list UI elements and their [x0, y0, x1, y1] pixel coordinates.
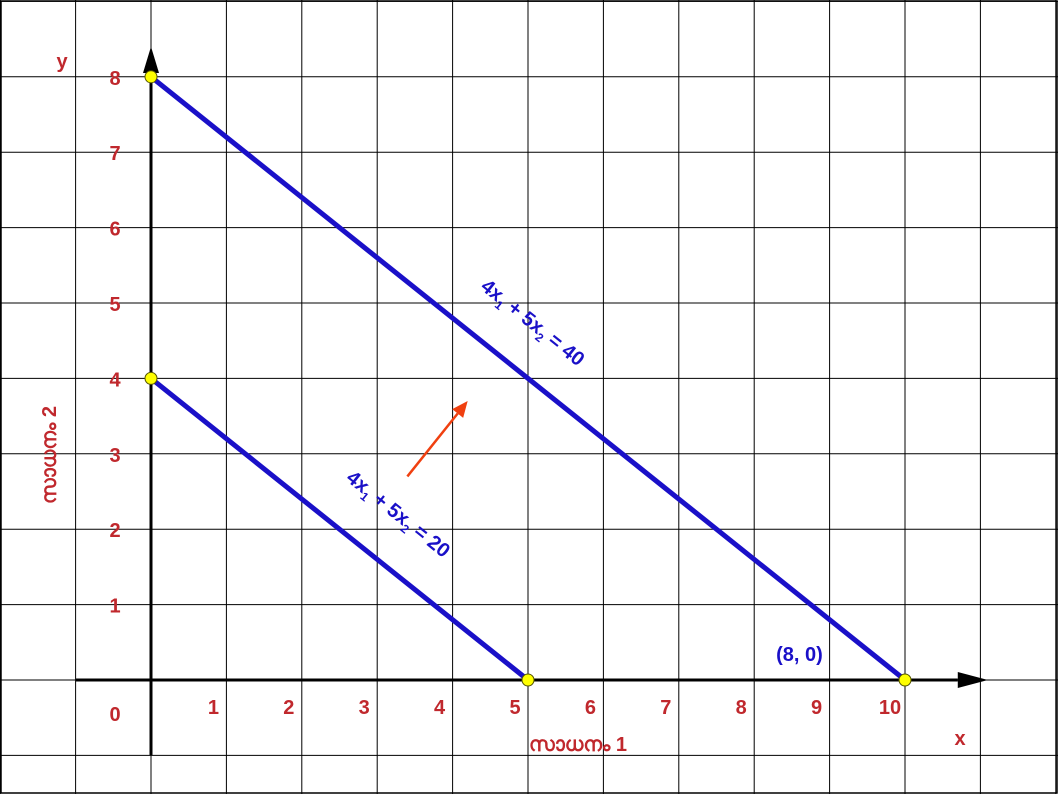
- intercept-point-3: [898, 673, 912, 687]
- y-tick-label: 7: [109, 143, 120, 165]
- shift-arrow-shaft: [406, 412, 459, 478]
- y-axis-title: സാധനം 2: [39, 406, 61, 504]
- budget-line-1: [148, 74, 908, 683]
- y-tick-label: 1: [109, 596, 120, 618]
- x-tick-label: 8: [736, 697, 747, 719]
- x-tick-label: 1: [208, 697, 219, 719]
- annotations: x y സാധനം 1 സാധനം 2 0 (8, 0) 4x1 + 5x2 =…: [39, 51, 966, 756]
- y-tick-label: 5: [109, 294, 120, 316]
- point-annotation: (8, 0): [776, 644, 823, 666]
- x-tick-label: 2: [283, 697, 294, 719]
- origin-label: 0: [109, 704, 120, 726]
- budget-lines: [148, 74, 908, 683]
- x-tick-label: 7: [660, 697, 671, 719]
- intercept-point-1: [144, 371, 158, 385]
- y-tick-label: 4: [109, 369, 121, 391]
- intercept-point-2: [521, 673, 535, 687]
- x-axis-letter: x: [954, 728, 965, 750]
- x-axis-title: സാധനം 1: [529, 734, 627, 756]
- x-tick-label: 6: [585, 697, 596, 719]
- y-tick-label: 3: [109, 445, 120, 467]
- x-axis-arrowhead: [957, 672, 988, 688]
- y-axis-letter: y: [56, 51, 68, 73]
- x-tick-label: 4: [434, 697, 446, 719]
- x-tick-label: 5: [509, 697, 520, 719]
- budget-line-0: [148, 375, 531, 683]
- axes: [75, 46, 988, 756]
- x-tick-label: 9: [811, 697, 822, 719]
- x-tick-label: 10: [879, 697, 901, 719]
- tick-labels: 1 2 3 4 5 6 7 8 9 10 1 2 3 4 5 6 7 8: [109, 68, 901, 719]
- x-tick-label: 3: [359, 697, 370, 719]
- y-axis-arrowhead: [143, 46, 159, 74]
- budget-line-label-20: 4x1 + 5x2 = 20: [340, 467, 454, 565]
- intercept-points: [144, 70, 912, 687]
- y-tick-label: 8: [109, 68, 120, 90]
- intercept-point-0: [144, 70, 158, 84]
- budget-line-label-40: 4x1 + 5x2 = 40: [475, 275, 589, 373]
- y-tick-label: 2: [109, 520, 120, 542]
- y-tick-label: 6: [109, 219, 120, 241]
- shift-arrow-head: [452, 401, 468, 418]
